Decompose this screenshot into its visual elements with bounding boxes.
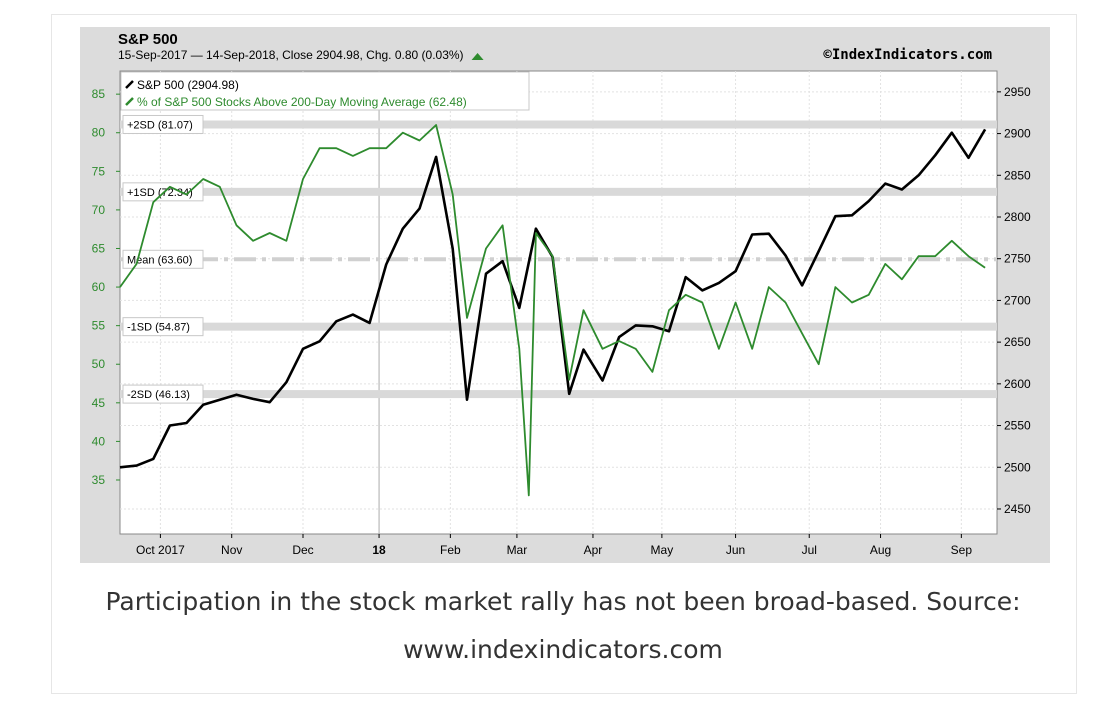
caption-line-2: www.indexindicators.com: [403, 635, 723, 664]
chart-figure: +2SD (81.07) +1SD (72.34) Mean (63.60) -1SD…: [80, 27, 1050, 563]
chart-svg: +2SD (81.07)+1SD (72.34)Mean (63.60)-1SD…: [92, 31, 1031, 557]
left-axis-tick-label: 85: [92, 87, 106, 101]
left-axis-tick-label: 40: [92, 434, 106, 448]
figure-caption: Participation in the stock market rally …: [51, 578, 1075, 674]
x-axis-tick-label: Apr: [584, 543, 603, 557]
x-axis-tick-label: 18: [372, 543, 386, 557]
x-axis-tick-label: Jul: [802, 543, 817, 557]
left-axis-tick-label: 35: [92, 473, 106, 487]
reference-band: [120, 390, 997, 399]
x-axis-tick-label: Feb: [440, 543, 461, 557]
left-axis-tick-label: 80: [92, 126, 106, 140]
left-axis-tick-label: 50: [92, 357, 106, 371]
x-axis-tick-label: Nov: [221, 543, 242, 557]
legend-label: % of S&P 500 Stocks Above 200-Day Moving…: [137, 95, 467, 109]
reference-label: -1SD (54.87): [127, 322, 190, 334]
right-axis-tick-label: 2500: [1004, 460, 1031, 474]
right-axis-tick-label: 2450: [1004, 502, 1031, 516]
reference-label: Mean (63.60): [127, 254, 192, 266]
right-axis-tick-label: 2950: [1004, 85, 1031, 99]
legend-label: S&P 500 (2904.98): [137, 78, 239, 92]
legend-swatch: [125, 97, 134, 106]
x-axis-tick-label: Aug: [870, 543, 891, 557]
x-axis-tick-label: Sep: [951, 543, 973, 557]
x-axis-tick-label: Mar: [507, 543, 528, 557]
reference-label-box: [122, 182, 204, 202]
right-axis-tick-label: 2800: [1004, 210, 1031, 224]
left-axis-tick-label: 55: [92, 319, 106, 333]
caption-line-1: Participation in the stock market rally …: [105, 587, 1021, 616]
right-axis-tick-label: 2750: [1004, 252, 1031, 266]
reference-band: [120, 322, 997, 331]
left-axis-tick-label: 45: [92, 396, 106, 410]
left-axis-tick-label: 75: [92, 164, 106, 178]
left-axis-tick-label: 70: [92, 203, 106, 217]
series-line-pct-above-200dma: [119, 124, 986, 497]
reference-label: +2SD (81.07): [127, 119, 193, 131]
left-axis-tick-label: 65: [92, 241, 106, 255]
chart-subtitle: 15-Sep-2017 — 14-Sep-2018, Close 2904.98…: [118, 48, 464, 62]
right-axis-tick-label: 2650: [1004, 335, 1031, 349]
left-axis-tick-label: 60: [92, 280, 106, 294]
x-axis-tick-label: Dec: [292, 543, 313, 557]
right-axis-tick-label: 2850: [1004, 168, 1031, 182]
watermark-text: ©IndexIndicators.com: [823, 47, 992, 63]
x-axis-tick-label: Jun: [726, 543, 745, 557]
right-axis-tick-label: 2600: [1004, 377, 1031, 391]
legend-box: [120, 71, 530, 111]
reference-label: -2SD (46.13): [127, 389, 190, 401]
reference-label-box: [122, 384, 204, 404]
reference-band: [120, 120, 997, 129]
reference-label-box: [122, 317, 204, 337]
up-arrow-icon: [471, 53, 484, 60]
x-axis-tick-label: Oct 2017: [136, 543, 185, 557]
right-axis-tick-label: 2700: [1004, 293, 1031, 307]
right-axis-tick-label: 2900: [1004, 127, 1031, 141]
x-axis-tick-label: May: [651, 543, 674, 557]
legend-swatch: [125, 80, 134, 89]
reference-label-box: [122, 114, 204, 134]
chart-title: S&P 500: [118, 31, 178, 48]
reference-band: [120, 187, 997, 196]
reference-label-box: [122, 249, 204, 269]
right-axis-tick-label: 2550: [1004, 419, 1031, 433]
